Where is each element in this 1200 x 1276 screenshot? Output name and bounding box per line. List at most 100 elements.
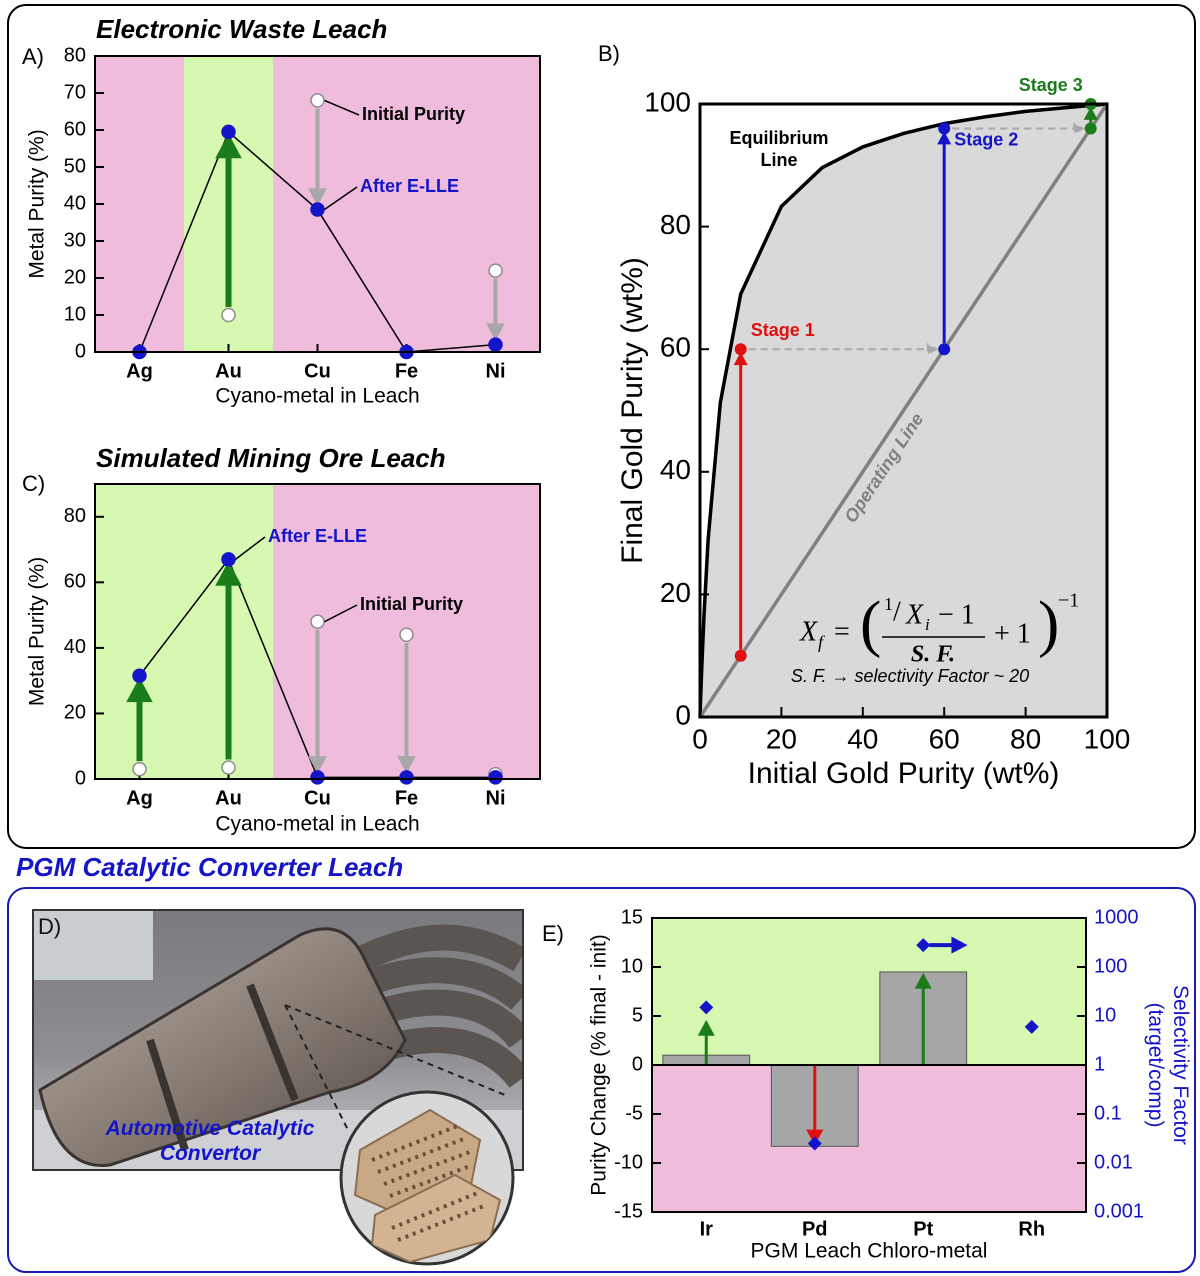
data-point: [489, 264, 502, 277]
annotation: Initial Purity: [360, 594, 463, 614]
data-point: [222, 125, 235, 138]
y-tick-label: 100: [644, 86, 691, 117]
stage-point: [735, 343, 747, 355]
positive-region: [652, 918, 1086, 1065]
data-point: [222, 761, 235, 774]
x-tick-label: 60: [929, 723, 960, 754]
stage-point: [938, 123, 950, 135]
y-axis-label: Metal Purity (%): [26, 557, 49, 706]
formula-part: ): [1038, 588, 1059, 659]
formula-part: i: [925, 615, 930, 634]
formula-part: S. F.: [911, 642, 955, 668]
panel-label: A): [22, 44, 44, 69]
panel-label: B): [598, 41, 620, 66]
formula-part: X: [905, 599, 924, 630]
y2-tick-label: 0.1: [1094, 1102, 1122, 1124]
y-tick-label: 70: [64, 81, 86, 103]
section-title: PGM Catalytic Converter Leach: [16, 852, 403, 882]
stage-label: Stage 1: [751, 320, 815, 340]
y-axis-label: Metal Purity (%): [26, 129, 49, 278]
x-axis-label: Initial Gold Purity (wt%): [748, 757, 1060, 790]
y-tick-label: 80: [64, 44, 86, 66]
y-tick-label: 10: [64, 303, 86, 325]
y-tick-label: 80: [64, 505, 86, 527]
category-band: [451, 484, 540, 779]
photo-label: D): [38, 914, 61, 939]
stage-point: [938, 343, 950, 355]
data-point: [489, 338, 502, 351]
y2-tick-label: 1000: [1094, 906, 1139, 928]
x-tick-label: Au: [215, 360, 242, 382]
x-tick-label: Pt: [913, 1218, 933, 1240]
formula-part: + 1: [994, 618, 1031, 649]
figure-canvas: PGM Catalytic Converter Leach D) 0102030…: [0, 0, 1200, 1276]
category-band: [362, 56, 451, 352]
x-tick-label: 80: [1010, 723, 1041, 754]
y-tick-label: 5: [632, 1004, 643, 1026]
data-point: [133, 763, 146, 776]
y-tick-label: 20: [64, 702, 86, 724]
data-point: [222, 309, 235, 322]
y2-tick-label: 1: [1094, 1053, 1105, 1075]
x-tick-label: Ir: [700, 1218, 714, 1240]
panel-title: Simulated Mining Ore Leach: [96, 443, 446, 473]
y-tick-label: 40: [660, 454, 691, 485]
y-tick-label: 0: [675, 699, 691, 730]
y-tick-label: 80: [660, 209, 691, 240]
panel-label: E): [542, 921, 564, 946]
data-point: [400, 771, 413, 784]
x-tick-label: Fe: [395, 360, 418, 382]
category-band: [95, 56, 184, 352]
data-point: [400, 628, 413, 641]
y2-axis-label: Selectivity Factor (target/comp): [1137, 955, 1193, 1175]
x-axis-label: PGM Leach Chloro-metal: [751, 1240, 988, 1263]
formula-part: X: [799, 616, 818, 647]
y-tick-label: 0: [75, 767, 86, 789]
data-point: [311, 94, 324, 107]
panel-label: C): [22, 471, 45, 496]
y-tick-label: 60: [660, 332, 691, 363]
x-tick-label: Au: [215, 787, 242, 809]
stage-label: Stage 2: [954, 129, 1018, 149]
data-point: [222, 553, 235, 566]
y-tick-label: -15: [614, 1200, 643, 1222]
x-tick-label: Ag: [126, 787, 153, 809]
data-point: [311, 615, 324, 628]
x-tick-label: Cu: [304, 787, 331, 809]
formula-part: =: [834, 616, 850, 647]
y-tick-label: 15: [621, 906, 643, 928]
photo-caption: Automotive Catalytic Convertor: [92, 1116, 328, 1166]
data-point: [311, 771, 324, 784]
y-tick-label: -5: [625, 1102, 643, 1124]
y-tick-label: -10: [614, 1151, 643, 1173]
formula-part: (: [860, 588, 881, 659]
x-tick-label: 100: [1084, 723, 1131, 754]
x-axis-label: Cyano-metal in Leach: [215, 813, 419, 836]
formula-part: 1: [884, 594, 893, 614]
y2-tick-label: 10: [1094, 1004, 1116, 1026]
y2-tick-label: 0.01: [1094, 1151, 1133, 1173]
stage-point: [1085, 123, 1097, 135]
figure: PGM Catalytic Converter Leach D) 0102030…: [0, 0, 1200, 1276]
y-tick-label: 20: [660, 577, 691, 608]
annotation: Initial Purity: [362, 104, 465, 124]
stage-label: Stage 3: [1019, 75, 1083, 95]
x-tick-label: Fe: [395, 787, 418, 809]
y-tick-label: 20: [64, 266, 86, 288]
y-tick-label: 40: [64, 636, 86, 658]
y-tick-label: 0: [75, 340, 86, 362]
data-point: [133, 669, 146, 682]
x-tick-label: Ni: [486, 360, 506, 382]
formula-part: −1: [1058, 590, 1079, 612]
x-tick-label: 20: [766, 723, 797, 754]
annotation: After E-LLE: [268, 526, 367, 546]
formula-part: − 1: [938, 599, 975, 630]
y-axis-label: Final Gold Purity (wt%): [616, 257, 649, 564]
formula-part: /: [893, 596, 901, 627]
x-axis-label: Cyano-metal in Leach: [215, 385, 419, 408]
annotation: After E-LLE: [360, 176, 459, 196]
y-tick-label: 30: [64, 229, 86, 251]
formula-note: S. F. → selectivity Factor ~ 20: [791, 666, 1029, 686]
y2-tick-label: 0.001: [1094, 1200, 1144, 1222]
panel-title: Electronic Waste Leach: [96, 14, 387, 44]
